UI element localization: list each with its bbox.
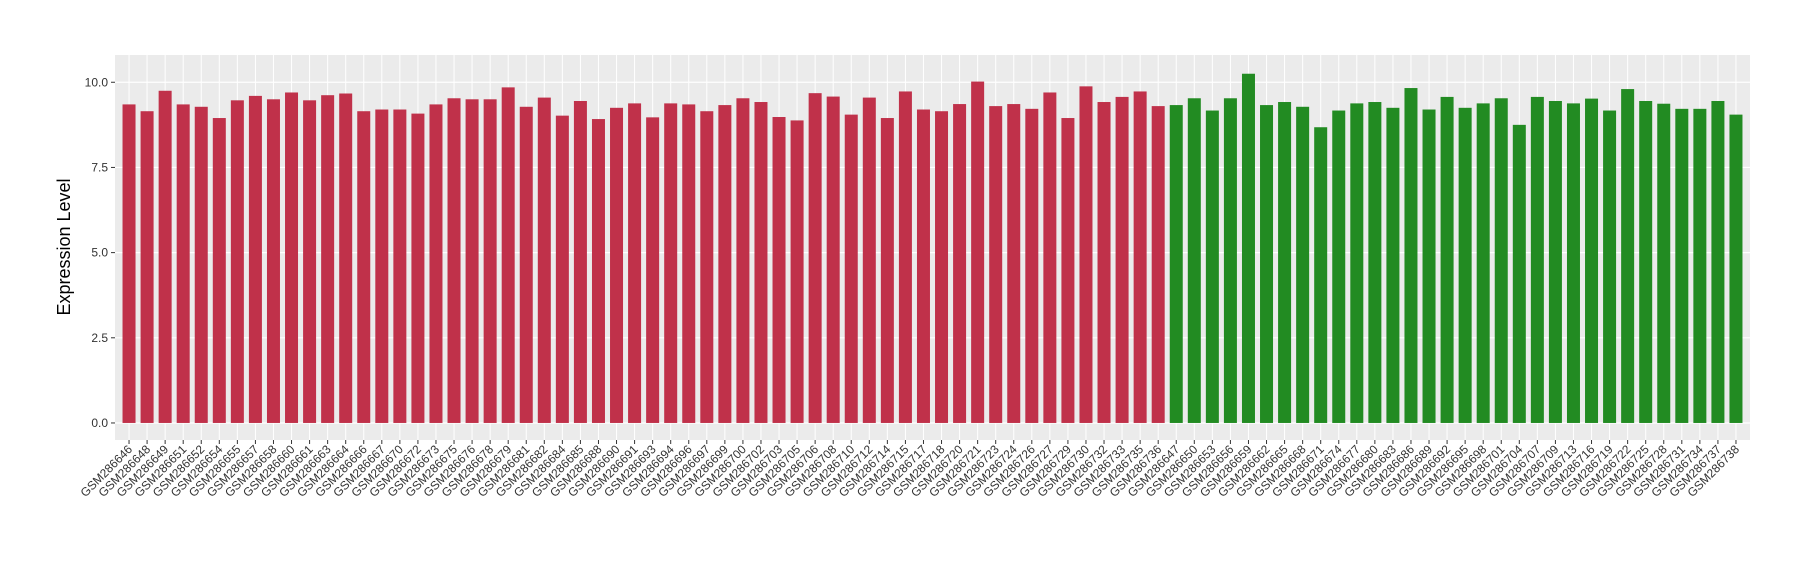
y-tick-label: 10.0 — [85, 75, 109, 89]
bar — [1007, 104, 1021, 423]
bar — [194, 106, 208, 423]
bar — [1603, 110, 1617, 423]
bar — [808, 93, 822, 423]
bar — [501, 87, 515, 423]
bar — [1350, 103, 1364, 423]
bar — [1223, 98, 1237, 423]
bar — [736, 98, 750, 423]
bar — [212, 118, 226, 423]
bar — [772, 117, 786, 423]
bar — [754, 102, 768, 423]
bar — [285, 92, 299, 423]
bar — [1729, 114, 1743, 423]
y-axis-label: Expression Level — [54, 178, 74, 315]
bar — [1458, 107, 1472, 423]
bar — [537, 97, 551, 423]
bar — [1079, 86, 1093, 423]
bar — [1548, 100, 1562, 423]
bar — [1151, 106, 1165, 423]
bar — [1061, 118, 1075, 423]
bar — [266, 99, 280, 423]
bar — [1332, 110, 1346, 423]
bar — [1422, 109, 1436, 423]
bar — [1512, 124, 1526, 423]
bar — [700, 111, 714, 423]
bar — [1440, 96, 1454, 423]
bar — [989, 106, 1003, 423]
bar — [591, 119, 605, 423]
bar — [122, 104, 136, 423]
bar — [1675, 108, 1689, 423]
bar — [375, 109, 389, 423]
bar — [935, 111, 949, 423]
bar — [953, 104, 967, 423]
bar — [1404, 88, 1418, 423]
bar — [1169, 105, 1183, 423]
bar — [1097, 102, 1111, 423]
bar — [1025, 108, 1039, 423]
bar — [573, 100, 587, 423]
bar — [1205, 110, 1219, 423]
bar — [1711, 100, 1725, 423]
bar — [429, 104, 443, 423]
bar — [465, 99, 479, 423]
bar — [393, 109, 407, 423]
bar — [176, 104, 190, 423]
bar — [664, 103, 678, 423]
bar — [1278, 102, 1292, 423]
bar — [898, 91, 912, 423]
bar — [844, 114, 858, 423]
bar — [447, 98, 461, 423]
bar — [411, 113, 425, 423]
bar — [826, 96, 840, 423]
bar — [1260, 105, 1274, 423]
y-tick-label: 5.0 — [91, 246, 108, 260]
bar — [646, 117, 660, 423]
bar — [519, 106, 533, 423]
bar — [1657, 103, 1671, 423]
bar — [1043, 92, 1057, 423]
bar — [1241, 73, 1255, 423]
bar — [1530, 96, 1544, 423]
bar — [682, 104, 696, 423]
bar — [248, 95, 262, 423]
bar — [158, 90, 172, 423]
bar — [303, 100, 317, 423]
bar — [1621, 89, 1635, 423]
bar — [790, 120, 804, 423]
bar — [1187, 98, 1201, 423]
bar — [1585, 98, 1599, 423]
bar — [555, 115, 569, 423]
bar — [1368, 102, 1382, 423]
bar — [1494, 98, 1508, 423]
bar — [1296, 106, 1310, 423]
bar — [862, 97, 876, 423]
bar — [483, 99, 497, 423]
bar — [339, 93, 353, 423]
bar — [357, 111, 371, 423]
bar — [140, 111, 154, 423]
bar — [971, 81, 985, 423]
y-tick-label: 0.0 — [91, 416, 108, 430]
bar — [321, 95, 335, 423]
y-tick-label: 7.5 — [91, 160, 108, 174]
bar — [628, 103, 642, 423]
bar — [610, 107, 624, 423]
bar — [1133, 91, 1147, 423]
bar — [1115, 96, 1129, 423]
bar — [880, 118, 894, 423]
bar — [1386, 107, 1400, 423]
bar — [718, 105, 732, 423]
y-tick-label: 2.5 — [91, 331, 108, 345]
bar — [1476, 103, 1490, 423]
bar — [1639, 100, 1653, 423]
bar — [1693, 108, 1707, 423]
bar — [230, 100, 244, 423]
bar — [1566, 103, 1580, 423]
bar — [916, 109, 930, 423]
bar — [1314, 127, 1328, 423]
